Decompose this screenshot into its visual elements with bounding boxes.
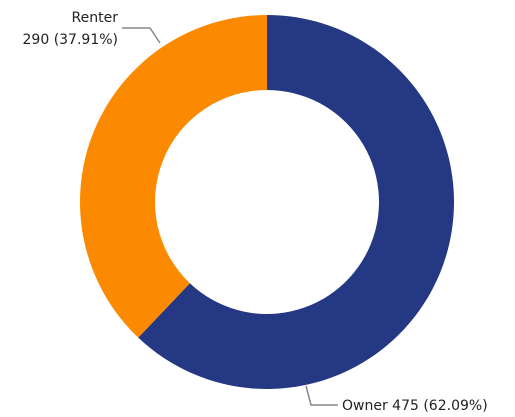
slice (138, 15, 454, 389)
slice-label: Renter (72, 10, 119, 26)
slices (79, 15, 454, 389)
leader-line (305, 385, 338, 406)
slice-value-label: 290 (37.91%) (23, 32, 118, 48)
slice-label: Owner (342, 398, 388, 414)
slice-value-label: 475 (62.09%) (392, 398, 487, 414)
leader-line (122, 27, 161, 44)
slice (79, 15, 268, 338)
slice-label-group: Owner 475 (62.09%) (342, 398, 488, 414)
